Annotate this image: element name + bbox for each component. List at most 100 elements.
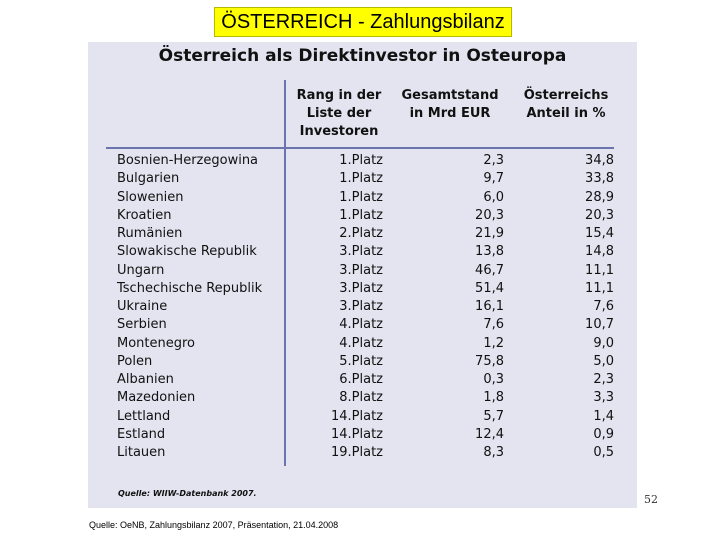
header-rank-line: Liste der xyxy=(306,106,372,121)
cell-total: 12,4 xyxy=(475,426,504,442)
cell-rank: 14.Platz xyxy=(330,426,383,442)
table-row: Lettland 14.Platz 5,7 1,4 xyxy=(88,408,637,426)
table-source: Quelle: WIIW-Datenbank 2007. xyxy=(118,489,257,498)
cell-country: Rumänien xyxy=(117,226,183,241)
table-row: Estland 14.Platz 12,4 0,9 xyxy=(88,426,637,444)
cell-rank: 6.Platz xyxy=(339,372,383,387)
table-row: Bulgarien 1.Platz 9,7 33,8 xyxy=(88,170,637,188)
cell-rank: 1.Platz xyxy=(339,153,383,168)
cell-rank: 3.Platz xyxy=(339,262,383,278)
table-row: Ungarn 3.Platz 46,7 11,1 xyxy=(88,262,637,280)
cell-rank: 4.Platz xyxy=(339,317,383,333)
cell-country: Mazedonien xyxy=(117,390,196,406)
table-row: Slowenien 1.Platz 6,0 28,9 xyxy=(88,189,637,207)
cell-share: 34,8 xyxy=(585,153,614,168)
cell-rank: 5.Platz xyxy=(339,353,383,369)
cell-share: 9,0 xyxy=(593,335,614,351)
header-total-line: Gesamtstand xyxy=(401,88,499,103)
cell-rank: 1.Platz xyxy=(339,189,383,205)
cell-country: Bulgarien xyxy=(117,171,180,187)
cell-share: 11,1 xyxy=(585,280,614,296)
cell-country: Serbien xyxy=(117,317,167,333)
cell-country: Slowakische Republik xyxy=(117,244,257,260)
cell-total: 16,1 xyxy=(475,299,504,314)
footer-source: Quelle: OeNB, Zahlungsbilanz 2007, Präse… xyxy=(89,520,339,530)
cell-share: 15,4 xyxy=(585,226,614,241)
cell-country: Montenegro xyxy=(117,335,196,351)
cell-rank: 1.Platz xyxy=(339,207,383,223)
cell-rank: 3.Platz xyxy=(339,299,383,314)
table-row: Polen 5.Platz 75,8 5,0 xyxy=(88,353,637,371)
table-row: Tschechische Republik 3.Platz 51,4 11,1 xyxy=(88,280,637,298)
cell-country: Albanien xyxy=(117,372,174,387)
cell-rank: 8.Platz xyxy=(339,390,383,406)
cell-total: 6,0 xyxy=(483,189,504,205)
table-row: Albanien 6.Platz 0,3 2,3 xyxy=(88,371,637,389)
header-share: Österreichs Anteil in % xyxy=(512,87,620,123)
cell-rank: 4.Platz xyxy=(339,335,383,351)
cell-total: 21,9 xyxy=(475,226,504,241)
cell-rank: 1.Platz xyxy=(339,171,383,187)
table-row: Montenegro 4.Platz 1,2 9,0 xyxy=(88,335,637,353)
cell-total: 9,7 xyxy=(483,171,504,187)
cell-country: Bosnien-Herzegowina xyxy=(117,153,259,168)
cell-total: 51,4 xyxy=(475,280,504,296)
header-share-line: Österreichs xyxy=(523,88,609,103)
header-total: Gesamtstand in Mrd EUR xyxy=(396,87,504,123)
cell-share: 5,0 xyxy=(593,353,614,369)
cell-country: Polen xyxy=(117,353,153,369)
cell-share: 33,8 xyxy=(585,171,614,187)
table-row: Rumänien 2.Platz 21,9 15,4 xyxy=(88,225,637,243)
cell-total: 8,3 xyxy=(483,445,504,460)
cell-share: 1,4 xyxy=(593,408,614,424)
cell-share: 2,3 xyxy=(593,372,614,387)
header-rank-line: Investoren xyxy=(299,124,379,139)
cell-total: 75,8 xyxy=(475,353,504,369)
table-body: Bosnien-Herzegowina 1.Platz 2,3 34,8 Bulgari… xyxy=(88,152,637,462)
table-row: Mazedonien 8.Platz 1,8 3,3 xyxy=(88,389,637,407)
column-divider xyxy=(284,80,286,466)
cell-share: 20,3 xyxy=(585,207,614,223)
cell-share: 14,8 xyxy=(585,244,614,260)
cell-rank: 19.Platz xyxy=(330,445,383,460)
cell-country: Kroatien xyxy=(117,207,172,223)
header-divider xyxy=(106,147,614,149)
table-row: Serbien 4.Platz 7,6 10,7 xyxy=(88,316,637,334)
table-panel: Österreich als Direktinvestor in Osteuro… xyxy=(88,42,637,508)
cell-share: 28,9 xyxy=(585,189,614,205)
cell-rank: 14.Platz xyxy=(330,408,383,424)
cell-rank: 3.Platz xyxy=(339,244,383,260)
cell-country: Lettland xyxy=(117,408,171,424)
cell-total: 2,3 xyxy=(483,153,504,168)
table-row: Ukraine 3.Platz 16,1 7,6 xyxy=(88,298,637,316)
cell-total: 13,8 xyxy=(475,244,504,260)
cell-total: 7,6 xyxy=(483,317,504,333)
cell-total: 20,3 xyxy=(475,207,504,223)
cell-share: 11,1 xyxy=(585,262,614,278)
table-row: Bosnien-Herzegowina 1.Platz 2,3 34,8 xyxy=(88,152,637,170)
cell-total: 46,7 xyxy=(475,262,504,278)
cell-rank: 3.Platz xyxy=(339,280,383,296)
cell-total: 0,3 xyxy=(483,372,504,387)
page-number: 52 xyxy=(644,493,658,506)
header-rank-line: Rang in der xyxy=(296,88,382,103)
cell-country: Ungarn xyxy=(117,262,165,278)
table-row: Litauen 19.Platz 8,3 0,5 xyxy=(88,444,637,462)
cell-total: 1,2 xyxy=(483,335,504,351)
cell-country: Tschechische Republik xyxy=(117,280,263,296)
slide-title: ÖSTERREICH - Zahlungsbilanz xyxy=(214,7,512,37)
cell-country: Ukraine xyxy=(117,299,168,314)
cell-share: 0,5 xyxy=(593,445,614,460)
table-row: Slowakische Republik 3.Platz 13,8 14,8 xyxy=(88,243,637,261)
cell-country: Litauen xyxy=(117,445,166,460)
cell-share: 3,3 xyxy=(593,390,614,406)
header-share-line: Anteil in % xyxy=(526,106,606,121)
cell-total: 1,8 xyxy=(483,390,504,406)
cell-share: 10,7 xyxy=(585,317,614,333)
table-row: Kroatien 1.Platz 20,3 20,3 xyxy=(88,207,637,225)
cell-total: 5,7 xyxy=(483,408,504,424)
cell-rank: 2.Platz xyxy=(339,226,383,241)
cell-country: Estland xyxy=(117,426,166,442)
header-rank: Rang in der Liste der Investoren xyxy=(288,87,390,141)
cell-share: 0,9 xyxy=(593,426,614,442)
